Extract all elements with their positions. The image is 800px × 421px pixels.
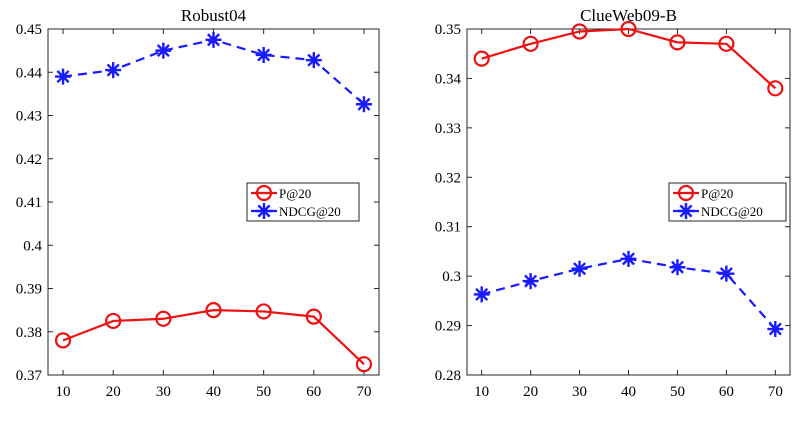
y-tick-label: 0.34 — [435, 71, 462, 87]
data-point — [473, 286, 490, 303]
x-tick-label: 40 — [206, 384, 221, 400]
data-point — [55, 68, 72, 85]
legend-label: NDCG@20 — [701, 204, 763, 219]
x-tick-label: 50 — [256, 384, 271, 400]
data-point — [473, 50, 490, 67]
y-tick-label: 0.35 — [435, 22, 461, 38]
y-tick-label: 0.44 — [16, 65, 43, 81]
y-tick-label: 0.37 — [16, 368, 43, 384]
series-p-20 — [473, 20, 784, 97]
x-tick-label: 20 — [106, 384, 121, 400]
y-tick-label: 0.43 — [16, 109, 42, 125]
x-tick-label: 20 — [523, 384, 538, 400]
data-point — [205, 31, 222, 48]
y-tick-label: 0.45 — [16, 22, 42, 38]
series-p-20 — [54, 302, 373, 373]
data-point — [718, 35, 735, 52]
legend: P@20 NDCG@20 — [668, 182, 787, 222]
data-point — [355, 356, 373, 373]
data-point — [718, 265, 735, 282]
data-point — [571, 260, 588, 277]
data-point — [571, 23, 588, 40]
data-point — [105, 62, 122, 79]
data-point — [255, 303, 272, 320]
y-tick-label: 0.29 — [435, 319, 461, 335]
data-point — [669, 34, 686, 51]
data-point — [155, 310, 172, 327]
y-tick-label: 0.31 — [435, 220, 461, 236]
data-point — [522, 35, 539, 52]
series-line — [481, 27, 777, 90]
y-tick-label: 0.4 — [23, 238, 42, 254]
x-tick-label: 60 — [306, 384, 321, 400]
data-point — [767, 321, 784, 338]
series-ndcg-20 — [473, 250, 784, 338]
data-point — [522, 273, 539, 290]
y-tick-label: 0.42 — [16, 152, 42, 168]
chart-title: Robust04 — [181, 6, 247, 25]
y-tick-label: 0.28 — [435, 368, 461, 384]
x-tick-label: 10 — [56, 384, 71, 400]
data-point — [255, 46, 272, 63]
x-tick-label: 50 — [670, 384, 685, 400]
x-tick-label: 60 — [719, 384, 734, 400]
x-tick-label: 40 — [621, 384, 636, 400]
x-tick-label: 30 — [572, 384, 587, 400]
data-point — [54, 332, 72, 349]
x-tick-label: 70 — [356, 384, 371, 400]
data-point — [205, 302, 222, 319]
x-tick-label: 70 — [768, 384, 783, 400]
data-point — [105, 312, 122, 330]
legend-label: P@20 — [279, 186, 311, 201]
y-tick-label: 0.39 — [16, 282, 42, 298]
data-point — [305, 308, 322, 325]
legend-marker — [677, 184, 695, 202]
data-point — [669, 259, 686, 276]
data-point — [155, 42, 172, 59]
y-tick-label: 0.41 — [16, 195, 42, 211]
chart-panel-1: Robust04 0.37 0.38 0.39 0.4 0.41 0.42 0.43 0.44 0… — [16, 6, 380, 400]
data-point — [355, 96, 372, 113]
x-tick-label: 10 — [474, 384, 489, 400]
legend-marker — [256, 203, 272, 219]
chart-title: ClueWeb09-B — [580, 6, 677, 25]
data-point — [620, 20, 637, 38]
y-tick-label: 0.32 — [435, 170, 461, 186]
series-line — [62, 309, 365, 365]
legend-marker — [678, 203, 694, 219]
data-point — [305, 52, 322, 69]
data-point — [767, 80, 784, 97]
legend: P@20 NDCG@20 — [246, 182, 360, 222]
y-tick-label: 0.38 — [16, 325, 42, 341]
series-line — [62, 38, 365, 106]
series-ndcg-20 — [55, 31, 372, 113]
y-tick-label: 0.3 — [442, 269, 461, 285]
x-tick-label: 30 — [156, 384, 171, 400]
legend-box — [246, 182, 360, 222]
chart-panel-2: ClueWeb09-B 0.28 0.29 0.3 0.31 0.32 0.33 0.34 0.… — [435, 6, 791, 400]
legend-label: NDCG@20 — [279, 204, 341, 219]
data-point — [620, 250, 637, 267]
legend-marker — [255, 184, 273, 202]
y-tick-label: 0.33 — [435, 121, 461, 137]
legend-label: P@20 — [701, 186, 733, 201]
